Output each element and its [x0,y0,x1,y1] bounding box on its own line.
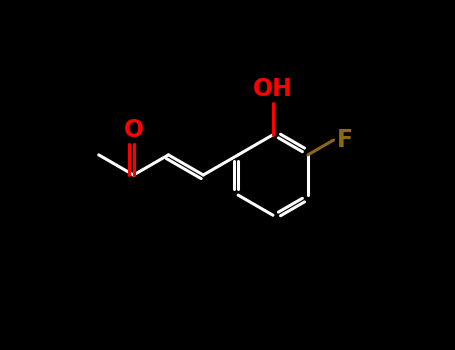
Text: F: F [337,128,353,152]
Text: O: O [123,118,144,142]
Text: OH: OH [253,77,293,101]
